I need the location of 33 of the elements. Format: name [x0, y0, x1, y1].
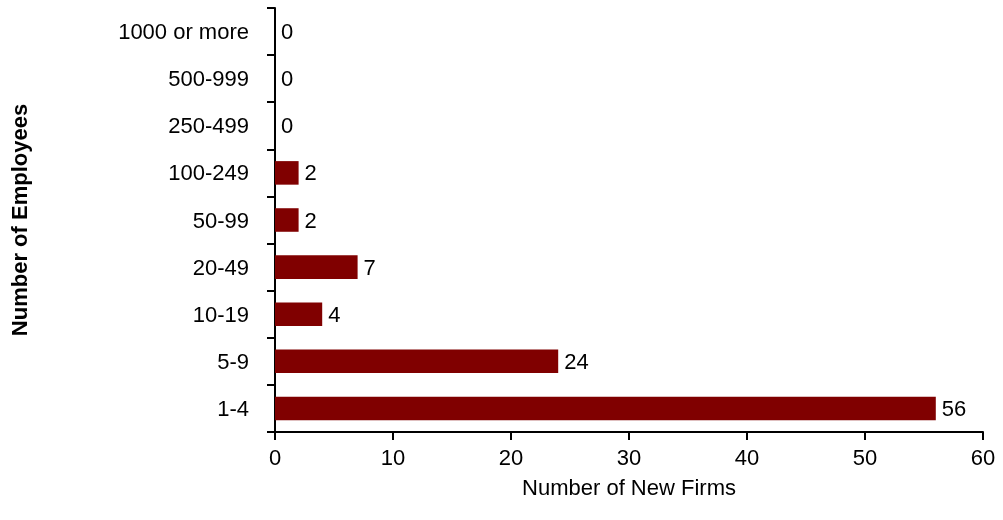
y-tick-label: 50-99	[192, 207, 249, 233]
bar	[275, 255, 358, 279]
bar	[275, 396, 936, 421]
bar	[275, 208, 299, 232]
data-label: 4	[328, 301, 341, 327]
data-label: 2	[304, 207, 317, 233]
data-label: 0	[281, 113, 294, 139]
y-tick-label: 250-499	[168, 113, 249, 139]
x-tick-label: 0	[268, 444, 282, 470]
data-label: 24	[564, 348, 589, 374]
y-tick-label: 500-999	[168, 66, 249, 92]
y-axis-title: Number of Employees	[6, 103, 32, 337]
data-label: 2	[304, 160, 317, 186]
y-tick-label: 20-49	[192, 254, 249, 280]
bar	[275, 349, 559, 374]
data-label: 0	[281, 19, 294, 45]
y-tick-label: 10-19	[192, 301, 249, 327]
x-tick-label: 50	[852, 444, 878, 470]
bar	[275, 302, 323, 326]
x-tick-label: 20	[498, 444, 524, 470]
x-tick-label: 60	[970, 444, 996, 470]
bar	[275, 161, 299, 185]
y-tick-label: 100-249	[168, 160, 249, 186]
data-label: 0	[281, 66, 294, 92]
data-label: 7	[363, 254, 376, 280]
data-label: 56	[941, 395, 967, 421]
x-tick-label: 10	[380, 444, 406, 470]
y-tick-label: 1000 or more	[118, 19, 249, 45]
y-tick-label: 5-9	[217, 348, 249, 374]
x-tick-label: 30	[616, 444, 642, 470]
x-tick-label: 40	[734, 444, 760, 470]
x-axis-title: Number of New Firms	[522, 474, 736, 500]
y-tick-label: 1-4	[217, 395, 249, 421]
